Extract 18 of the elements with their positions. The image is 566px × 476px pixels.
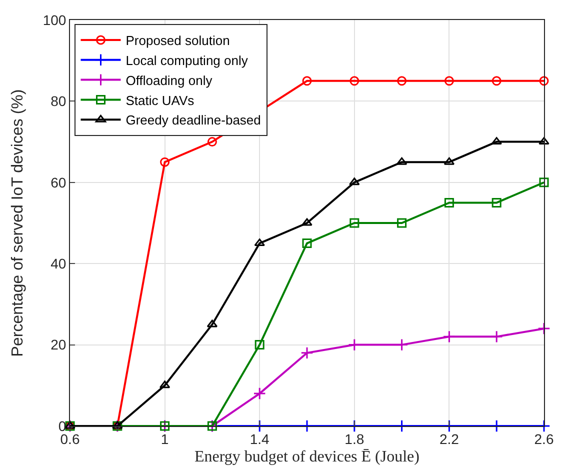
x-tick-label: 2.6 — [534, 430, 554, 447]
x-tick-label: 2.2 — [439, 430, 460, 447]
legend-label: Greedy deadline-based — [126, 112, 261, 128]
y-tick-label: 20 — [50, 336, 66, 353]
x-tick-label: 1.4 — [250, 430, 270, 447]
legend-label: Offloading only — [126, 72, 213, 88]
legend-label: Local computing only — [126, 52, 248, 68]
y-tick-label: 40 — [50, 256, 66, 272]
legend-label: Proposed solution — [126, 33, 230, 48]
y-tick-label: 60 — [50, 174, 66, 190]
y-tick-label: 100 — [42, 12, 66, 28]
legend-label: Static UAVs — [126, 92, 195, 108]
y-tick-label: 80 — [50, 93, 66, 110]
x-tick-label: 1.8 — [344, 430, 364, 447]
x-tick-label: 1 — [160, 430, 169, 447]
x-axis-title: Energy budget of devices Ē (Joule) — [194, 448, 420, 466]
x-tick-label: 0.6 — [60, 430, 80, 447]
y-axis-title: Percentage of served IoT devices (%) — [10, 89, 27, 357]
